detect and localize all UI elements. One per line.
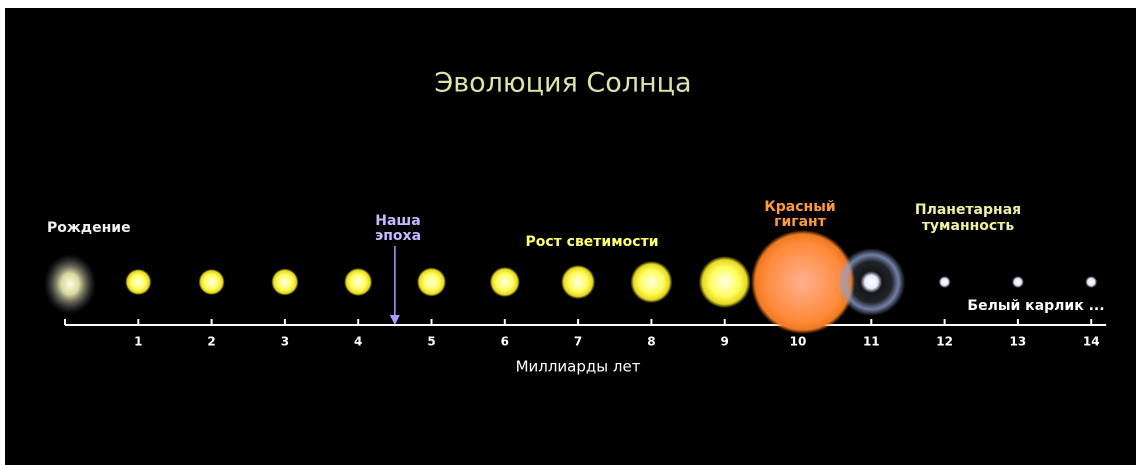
tick-label: 3: [281, 335, 289, 349]
tick-label: 9: [721, 335, 729, 349]
red-giant-label: Красный: [764, 199, 835, 215]
white-dwarf-label: Белый карлик ...: [967, 298, 1104, 314]
star: [699, 256, 751, 308]
tick-label: 11: [863, 335, 880, 349]
epoch-label: эпоха: [375, 228, 421, 244]
star: [199, 269, 225, 295]
tick-label: 7: [574, 335, 582, 349]
star: [490, 267, 520, 297]
nebula-label: туманность: [922, 218, 1015, 234]
white-dwarf: [1012, 276, 1024, 288]
star: [271, 269, 298, 296]
epoch-label: Наша: [375, 213, 420, 229]
birth-label: Рождение: [47, 220, 131, 236]
star: [630, 261, 672, 303]
tick-label: 4: [354, 335, 362, 349]
tick-label: 8: [647, 335, 655, 349]
tick-label: 1: [134, 335, 142, 349]
axis-label: Миллиарды лет: [516, 358, 641, 376]
white-dwarf: [939, 276, 951, 288]
red-giant-label: гигант: [774, 214, 827, 230]
tick-label: 13: [1010, 335, 1027, 349]
tick-label: 14: [1083, 335, 1100, 349]
luminosity-label: Рост светимости: [525, 234, 658, 250]
sun-evolution: Эволюция Солнца Рождение Наша эпоха Рост…: [0, 0, 1141, 465]
star: [561, 265, 595, 299]
title: Эволюция Солнца: [434, 68, 691, 99]
star: [344, 268, 372, 296]
white-dwarf: [1085, 276, 1097, 288]
tick-label: 5: [427, 335, 435, 349]
star: [417, 268, 446, 297]
tick-label: 6: [501, 335, 509, 349]
tick-label: 10: [790, 335, 807, 349]
protostar: [44, 254, 96, 314]
tick-label: 12: [936, 335, 953, 349]
tick-label: 2: [207, 335, 215, 349]
star: [125, 269, 151, 295]
nebula-core: [860, 271, 882, 293]
nebula-label: Планетарная: [915, 202, 1021, 218]
